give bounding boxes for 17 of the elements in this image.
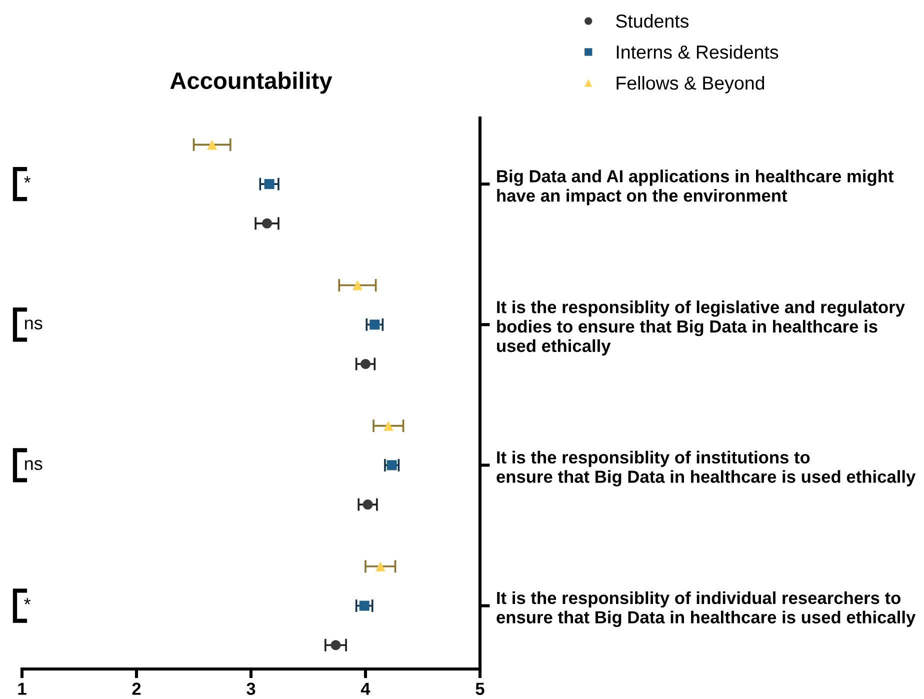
legend-label: Interns & Residents [616,44,778,59]
annotation: * [24,598,31,604]
x-tick-label: 3 [246,682,256,695]
y-tick-label: It is the responsiblity of institutions to ensure that Big Data in healthcare is used ethically [496,450,916,486]
chart-title: Accountability [170,72,332,94]
y-tick-label: Big Data and AI applications in healthcare might have an impact on the environment [497,170,894,206]
legend-label: Fellows & Beyond [616,76,764,94]
legend-label: Students [616,14,689,28]
y-tick-label: It is the responsiblity of individual researchers to ensure that Big Data in healthcare is used ethically [496,591,916,627]
x-tick-label: 2 [132,682,141,695]
x-tick-label: 5 [476,682,484,695]
x-tick-label: 1 [18,682,26,695]
x-tick-label: 4 [360,682,370,695]
annotation: * [24,176,31,183]
annotation: ns [25,320,42,330]
annotation: ns [25,460,42,470]
y-tick-label: It is the responsiblity of legislative and regulatory bodies to ensure that Big Data in healthcare is used ethically [497,300,905,356]
